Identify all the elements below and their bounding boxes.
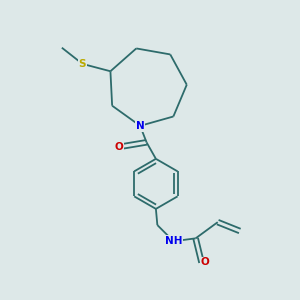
Text: N: N (136, 121, 145, 131)
Text: O: O (114, 142, 123, 152)
Text: O: O (201, 257, 209, 268)
Text: NH: NH (165, 236, 182, 246)
Text: S: S (79, 59, 86, 69)
